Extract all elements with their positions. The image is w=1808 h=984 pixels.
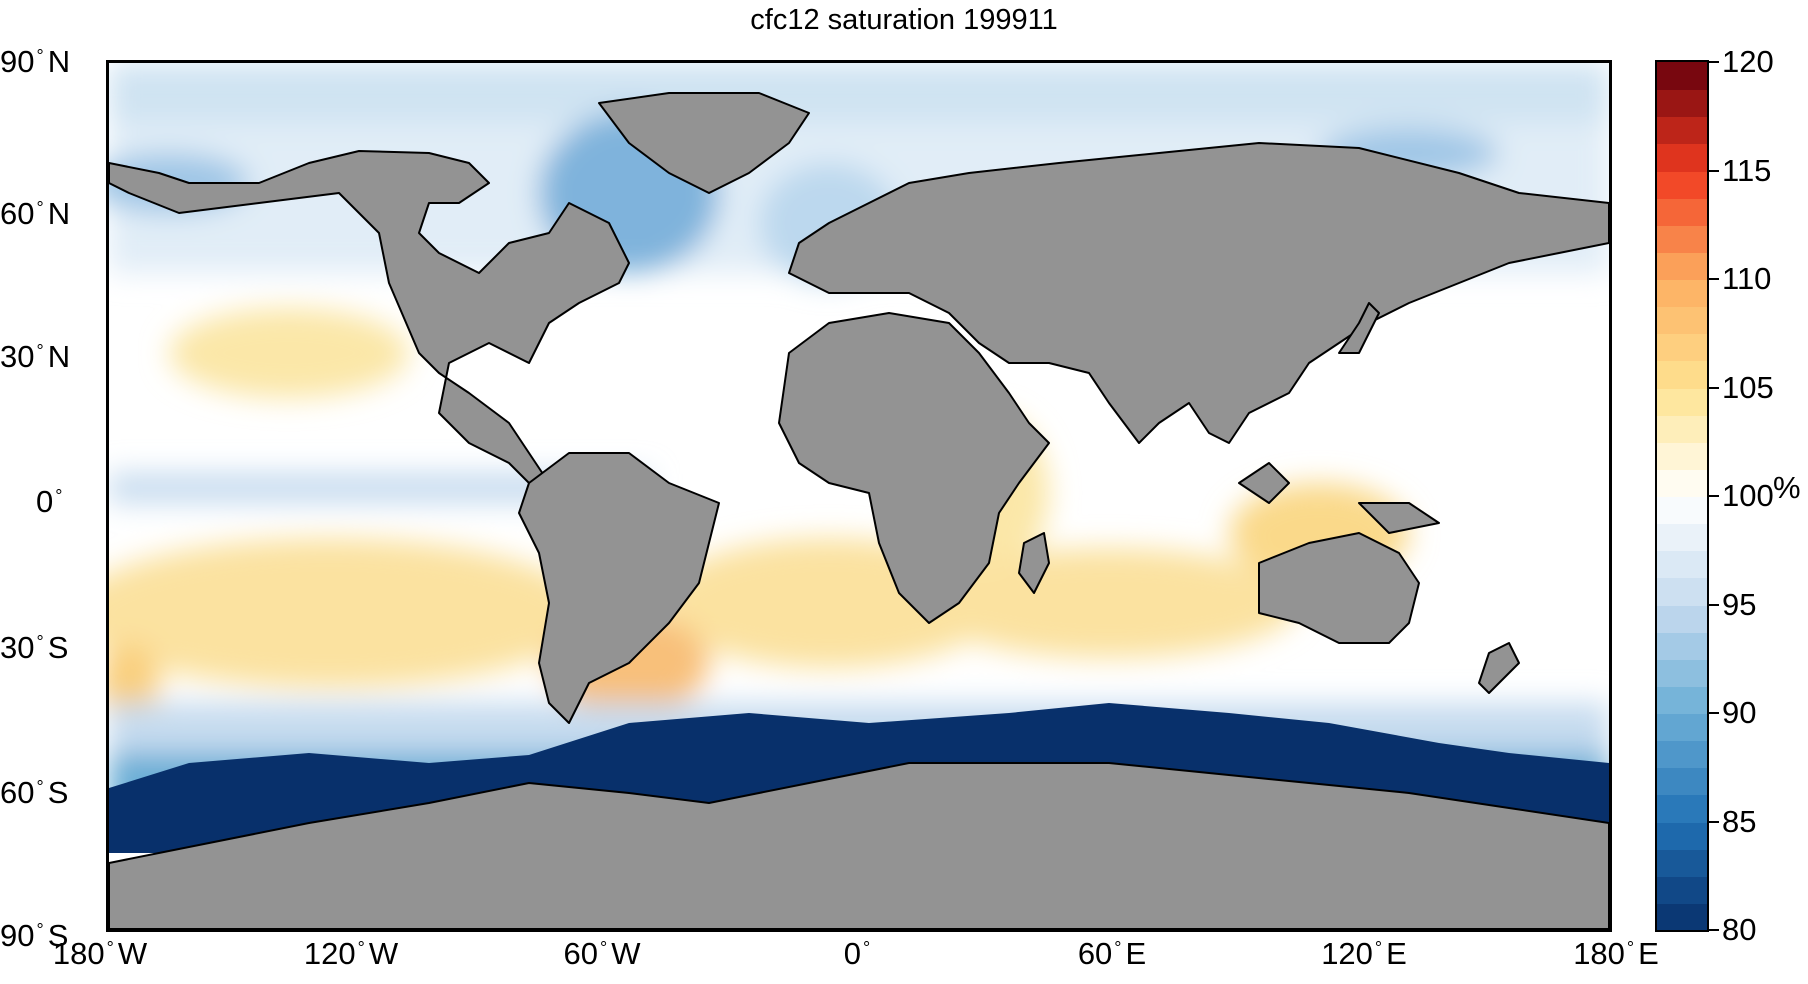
colorbar-segment [1657, 251, 1707, 280]
colorbar-tick [1709, 169, 1719, 172]
colorbar-segment [1657, 658, 1707, 687]
new-guinea [1358, 502, 1440, 534]
colorbar-segment [1657, 116, 1707, 145]
colorbar-segment [1657, 170, 1707, 199]
new-zealand [1478, 642, 1520, 694]
colorbar-segment [1657, 360, 1707, 389]
colorbar-segment [1657, 685, 1707, 714]
north-america [109, 150, 630, 494]
lon-label-0: 0 ° [843, 936, 871, 971]
lon-label-120w: 120 ° W [303, 936, 399, 971]
colorbar-segment [1657, 333, 1707, 362]
colorbar-segment [1657, 767, 1707, 796]
colorbar-tick-label: 85 [1722, 803, 1757, 839]
colorbar-segment [1657, 875, 1707, 904]
colorbar-segment [1657, 306, 1707, 335]
colorbar-tick [1709, 712, 1719, 714]
colorbar-segment [1657, 740, 1707, 769]
lon-label-60w: 60 ° W [563, 936, 641, 971]
australia [1258, 532, 1420, 644]
colorbar-segment [1657, 89, 1707, 118]
lon-label-180e: 180 ° E [1573, 936, 1659, 971]
antarctica [109, 762, 1609, 929]
south-indian-high [919, 548, 1299, 658]
colorbar-segment [1657, 414, 1707, 443]
colorbar-segment [1657, 902, 1707, 930]
colorbar-tick [1709, 386, 1719, 389]
colorbar-segment [1657, 224, 1707, 253]
colorbar-tick-label: 105 [1722, 369, 1774, 405]
colorbar-tick-label: 80 [1722, 912, 1757, 947]
colorbar-segment [1657, 631, 1707, 660]
colorbar-segment [1657, 821, 1707, 850]
lat-label-60s: 60 ° S [0, 775, 69, 810]
colorbar-segment [1657, 713, 1707, 742]
madagascar [1018, 532, 1050, 594]
colorbar-segment [1657, 550, 1707, 579]
pacific-edge-high [109, 643, 159, 723]
lat-label-90n: 90 ° N [0, 44, 71, 79]
map-title: cfc12 saturation 199911 [750, 4, 1058, 36]
lat-label-equator: 0 ° [36, 484, 63, 519]
lat-label-30n: 30 ° N [0, 339, 71, 374]
colorbar-segment [1657, 577, 1707, 606]
lon-label-60e: 60 ° E [1077, 936, 1147, 971]
colorbar-tick-label: 115 [1722, 152, 1772, 188]
colorbar-tick [1709, 603, 1719, 606]
colorbar-unit: % [1773, 470, 1801, 505]
colorbar-segment [1657, 143, 1707, 172]
colorbar-segment [1657, 794, 1707, 823]
colorbar-segment [1657, 604, 1707, 633]
colorbar-segment [1657, 496, 1707, 525]
colorbar-segment [1657, 197, 1707, 226]
north-pacific-subtropical-high [169, 308, 409, 398]
colorbar-segment [1657, 62, 1707, 91]
lat-label-30s: 30 ° S [0, 630, 69, 665]
map-plot-area [106, 60, 1612, 932]
lat-label-90s: 90 ° S [0, 918, 69, 953]
colorbar-tick [1709, 495, 1719, 497]
japan [1338, 302, 1380, 354]
colorbar-segment [1657, 441, 1707, 470]
colorbar-segment [1657, 279, 1707, 308]
world-map [109, 63, 1609, 929]
colorbar-tick-label: 90 [1722, 695, 1757, 730]
south-pacific-high [109, 538, 589, 688]
greenland [598, 92, 810, 194]
colorbar-segment [1657, 848, 1707, 877]
colorbar-tick [1709, 929, 1719, 931]
africa [778, 312, 1050, 624]
colorbar-tick-label: 120 [1722, 44, 1774, 79]
colorbar-tick [1709, 820, 1719, 823]
colorbar-tick [1709, 61, 1719, 63]
colorbar-tick-label: 95 [1722, 586, 1757, 622]
colorbar-tick [1709, 278, 1719, 280]
land-masses [109, 92, 1609, 929]
colorbar-segment [1657, 468, 1707, 497]
lon-label-180w: 180 ° W [52, 936, 148, 971]
borneo [1238, 462, 1290, 504]
colorbar-segment [1657, 523, 1707, 552]
south-america [518, 452, 720, 724]
colorbar-segment [1657, 387, 1707, 416]
colorbar-tick-label: 110 [1722, 261, 1772, 296]
lon-label-120e: 120 ° E [1321, 936, 1407, 971]
lat-label-60n: 60 ° N [0, 196, 71, 231]
colorbar [1655, 60, 1709, 932]
colorbar-tick-label: 100 [1722, 478, 1774, 513]
